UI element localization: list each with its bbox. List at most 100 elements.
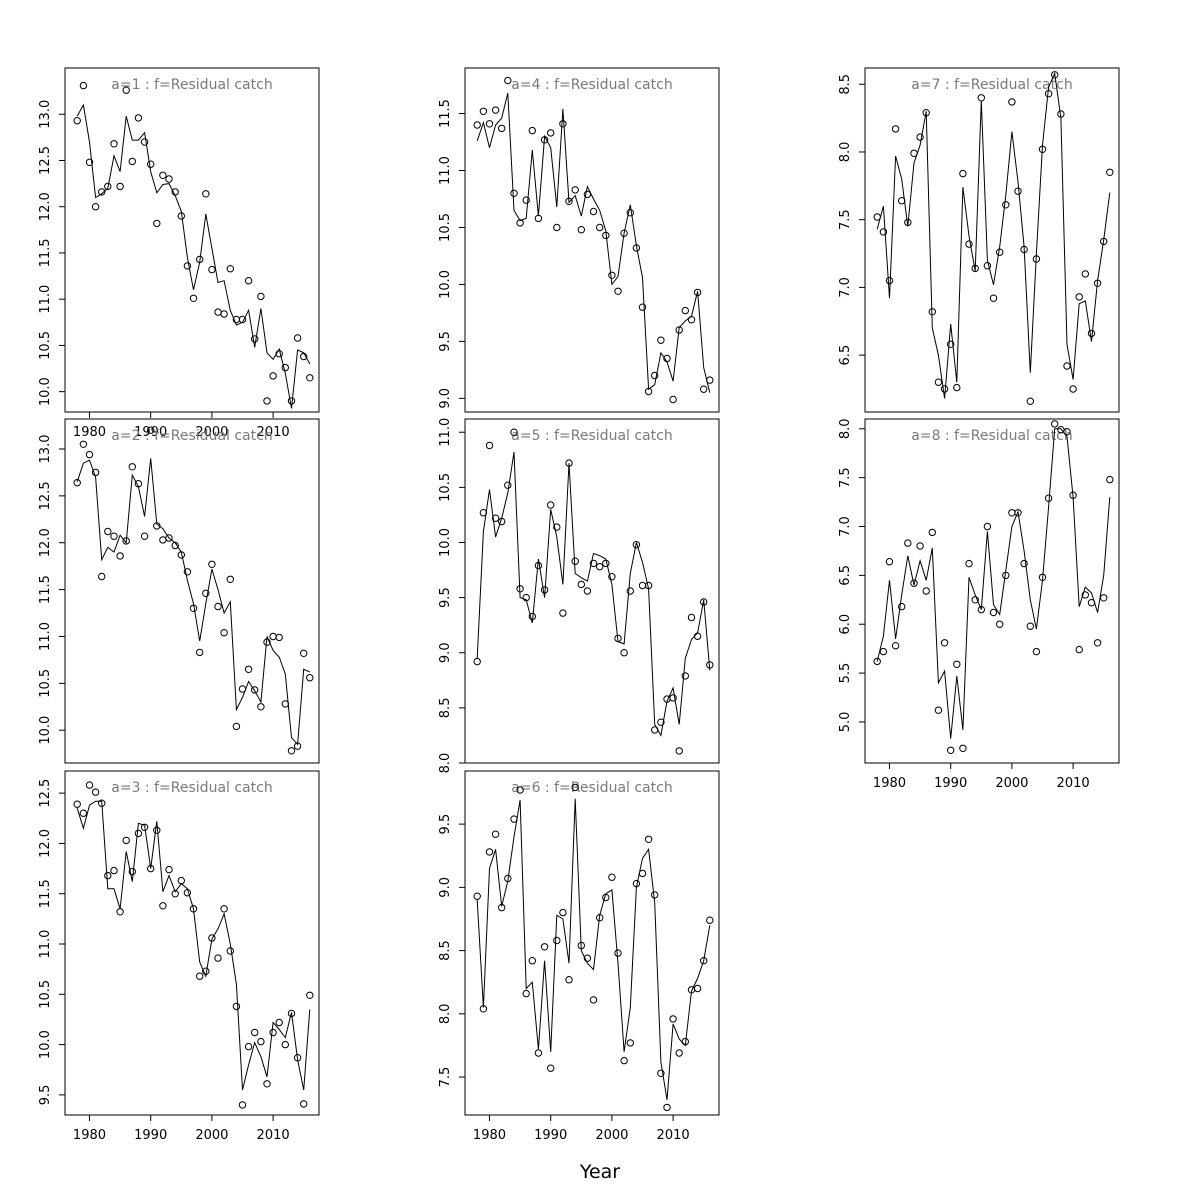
observed-point [916,133,924,141]
observed-point [196,972,204,980]
fitted-line [76,800,311,1091]
observed-point [1002,201,1010,209]
y-tick-label: 9.0 [438,388,453,409]
panel-a5: a=5 : f=Residual catch 8.0 8.5 9.0 9.5 10.0 10… [438,418,720,773]
observed-point [681,306,689,315]
x-tick-label: 1990 [134,1128,167,1143]
y-tick-label: 10.5 [38,331,53,360]
observed-point [98,572,106,581]
panel-title: a=3 : f=Residual catch [111,780,272,796]
y-tick-label: 10.5 [438,473,453,502]
x-tick-label: 1990 [134,425,167,440]
observed-point [953,660,961,668]
observed-point [79,440,88,448]
observed-point [116,552,124,560]
y-tick-label: 8.5 [838,74,853,95]
observed-point [85,158,94,167]
observed-point [1008,509,1016,517]
y-tick-label: 9.5 [438,331,453,352]
observed-point [977,94,985,102]
observed-point [928,528,936,537]
observed-point [996,248,1004,256]
observed-point [504,481,512,489]
observed-point [626,587,634,595]
observed-point [485,848,494,856]
panel-title: a=7 : f=Residual catch [911,77,1072,93]
observed-point [626,1039,634,1047]
y-tick-label: 11.0 [38,285,53,314]
observed-point [657,336,665,344]
y-tick-label: 11.0 [438,156,453,185]
observed-point [620,649,628,657]
y-tick-label: 11.5 [38,879,53,908]
observed-point [153,219,161,228]
observed-point [693,984,702,993]
panel-frame [64,67,320,413]
x-tick-label: 2000 [195,1128,228,1143]
observed-point [1100,594,1108,602]
x-tick-label: 2000 [595,1128,628,1143]
observed-point [208,560,216,568]
y-tick-label: 11.5 [38,575,53,604]
observed-point [1032,647,1041,656]
fitted-line [876,71,1111,399]
y-tick-label: 8.5 [438,698,453,719]
y-tick-label: 7.5 [438,1067,453,1088]
observed-point [1075,293,1083,301]
observed-point [147,426,155,434]
observed-point [522,989,530,998]
observed-point [959,744,967,752]
fitted-line [76,103,311,409]
observed-point [226,265,235,273]
observed-point [700,385,708,393]
observed-point [91,468,100,477]
y-tick-label: 13.0 [38,100,53,129]
y-tick-label: 9.5 [38,1085,53,1106]
observed-point [602,559,610,568]
panel-a3: a=3 : f=Residual catch 9.5 10.0 10.5 11.0 11.… [38,770,320,1143]
observed-point [971,596,979,604]
observed-point [257,1037,265,1046]
observed-point [214,954,222,962]
observed-point [1044,494,1053,502]
observed-point [608,271,616,279]
x-tick-label: 2010 [257,425,290,440]
x-tick-label: 2000 [195,425,228,440]
observed-point [485,441,494,450]
observed-point [300,1100,308,1108]
observed-point [140,823,149,831]
observed-point [657,1069,665,1078]
observed-point [528,126,536,135]
observed-point [251,1028,259,1037]
observed-point [134,114,143,122]
panel-frame [64,770,320,1116]
y-tick-label: 6.5 [838,565,853,586]
observed-point [287,747,296,755]
observed-point [940,639,949,647]
observed-point [940,385,949,393]
y-tick-label: 9.0 [438,642,453,663]
x-tick-label: 2010 [257,1128,290,1143]
y-tick-label: 7.0 [838,277,853,298]
observed-point [473,657,481,666]
observed-point [263,1080,271,1088]
observed-point [281,1040,289,1049]
observed-point [559,609,567,617]
observed-point [238,1101,247,1109]
observed-point [916,542,924,550]
observed-point [873,657,881,666]
y-tick-label: 8.0 [838,142,853,163]
observed-point [504,76,512,85]
observed-point [244,1042,253,1051]
observed-point [269,1028,277,1037]
observed-point [934,378,943,386]
observed-point [528,957,536,965]
observed-point [1051,420,1059,428]
observed-point [1093,639,1102,647]
observed-point [891,642,900,650]
observed-point [257,292,265,301]
observed-point [140,138,149,146]
observed-point [651,891,659,899]
observed-point [73,117,81,125]
observed-point [110,866,118,875]
